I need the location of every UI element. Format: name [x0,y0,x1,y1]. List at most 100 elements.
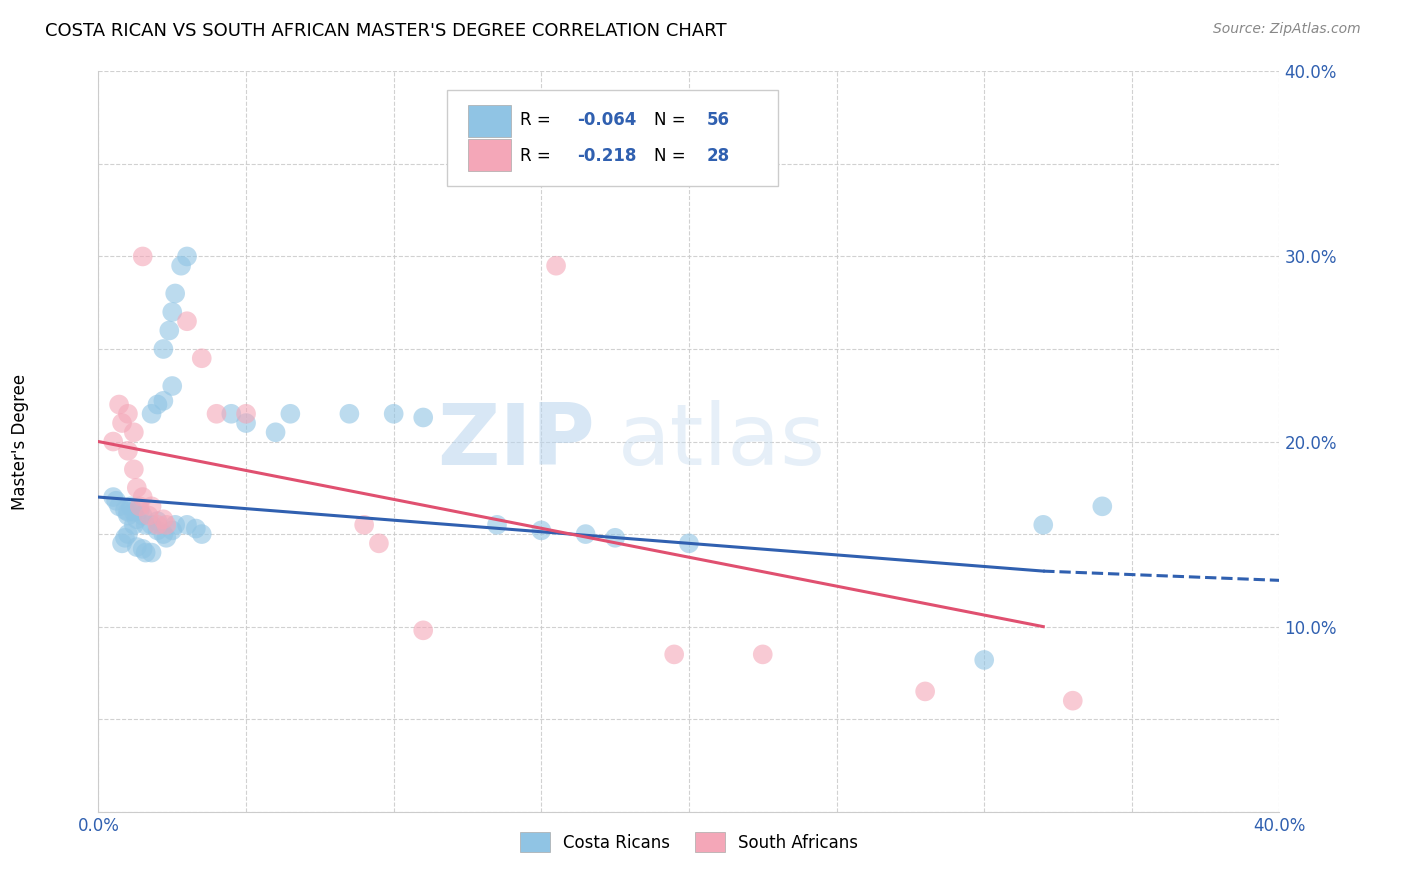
Point [132,250,155,264]
Point [146,524,169,538]
Point [103,434,125,449]
Point [117,505,139,519]
Point [605,531,627,545]
Point [132,508,155,523]
Point [678,536,700,550]
Point [122,462,145,476]
Point [235,407,257,421]
Text: N =: N = [654,147,690,165]
Text: N =: N = [654,112,690,129]
Point [122,505,145,519]
Point [146,517,169,532]
Text: R =: R = [520,112,555,129]
Point [114,503,136,517]
Point [619,166,641,180]
Point [103,490,125,504]
Point [155,517,177,532]
Point [353,517,375,532]
Point [135,517,157,532]
Text: atlas: atlas [619,400,827,483]
Point [973,653,995,667]
Point [146,514,169,528]
FancyBboxPatch shape [468,139,510,171]
Point [1091,500,1114,514]
Text: -0.218: -0.218 [576,147,636,165]
Point [111,416,134,430]
Text: Source: ZipAtlas.com: Source: ZipAtlas.com [1213,22,1361,37]
Point [132,541,155,556]
Point [122,517,145,532]
Text: 56: 56 [707,112,730,129]
Point [575,527,598,541]
Text: ZIP: ZIP [437,400,595,483]
Point [914,684,936,698]
Point [108,500,131,514]
Point [162,379,183,393]
Point [117,527,139,541]
Point [111,536,134,550]
Point [382,407,405,421]
Point [264,425,287,440]
Point [132,490,155,504]
Point [152,527,174,541]
Legend: Costa Ricans, South Africans: Costa Ricans, South Africans [513,825,865,859]
Y-axis label: Master's Degree: Master's Degree [11,374,30,509]
Point [125,481,148,495]
Text: COSTA RICAN VS SOUTH AFRICAN MASTER'S DEGREE CORRELATION CHART: COSTA RICAN VS SOUTH AFRICAN MASTER'S DE… [45,22,727,40]
Point [128,503,150,517]
Point [135,545,157,560]
Point [412,410,434,425]
Point [108,398,131,412]
Text: -0.064: -0.064 [576,112,636,129]
Point [141,517,163,532]
Text: 28: 28 [707,147,730,165]
Point [546,259,568,273]
Point [752,648,775,662]
Point [1032,517,1054,532]
Point [170,259,193,273]
Point [128,500,150,514]
Point [339,407,361,421]
Point [125,540,148,554]
Point [120,500,142,514]
Point [486,517,509,532]
Point [125,512,148,526]
Point [368,536,391,550]
Point [117,407,139,421]
Point [221,407,243,421]
Point [152,393,174,408]
Point [117,508,139,523]
Point [141,500,163,514]
Point [176,517,198,532]
FancyBboxPatch shape [468,104,510,137]
Point [280,407,302,421]
Point [184,522,207,536]
Point [122,425,145,440]
Point [157,324,180,338]
Point [146,398,169,412]
Point [141,545,163,560]
Point [155,531,177,545]
Point [205,407,228,421]
Point [165,286,187,301]
Point [191,351,214,366]
Point [235,416,257,430]
Text: R =: R = [520,147,561,165]
Point [664,648,686,662]
Point [165,517,187,532]
Point [162,524,183,538]
Point [191,527,214,541]
FancyBboxPatch shape [447,90,778,186]
Point [138,508,160,523]
Point [114,531,136,545]
Point [1062,694,1084,708]
Point [152,342,174,356]
Point [176,314,198,328]
Point [162,305,183,319]
Point [530,524,553,538]
Point [105,493,128,508]
Point [152,512,174,526]
Point [117,443,139,458]
Point [412,624,434,638]
Point [141,407,163,421]
